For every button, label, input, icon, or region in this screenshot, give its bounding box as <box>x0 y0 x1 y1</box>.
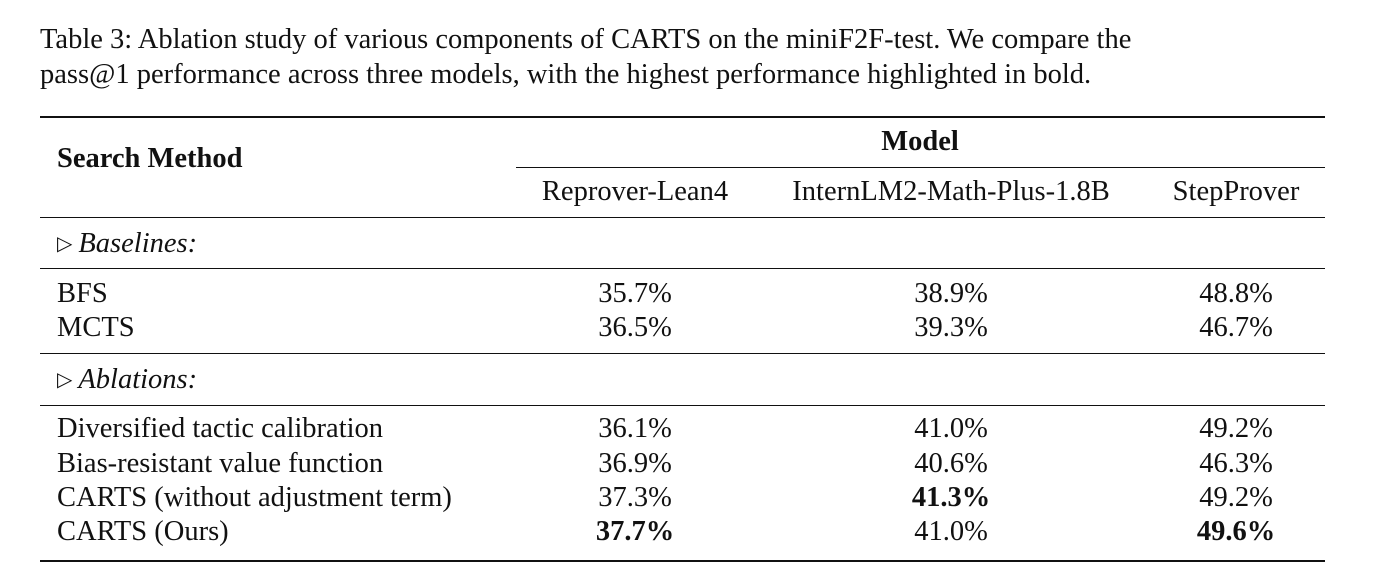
table-cell: 48.8% <box>1199 278 1273 309</box>
table-row-label: BFS <box>57 278 108 309</box>
table-cell: 37.3% <box>598 482 672 513</box>
table-cell: 41.0% <box>914 413 988 444</box>
table-cell-best: 49.6% <box>1196 516 1276 547</box>
bottom-rule <box>40 560 1325 562</box>
table-row-label: MCTS <box>57 312 135 343</box>
caption-line-1: Table 3: Ablation study of various compo… <box>40 24 1132 55</box>
table-cell-best: 41.3% <box>911 482 991 513</box>
section-label: Ablations: <box>78 364 198 395</box>
section-label: Baselines: <box>78 228 198 259</box>
section-title-ablations: ▷ Ablations: <box>57 362 197 397</box>
table-cell-best: 37.7% <box>595 516 675 547</box>
table-cell: 49.2% <box>1199 413 1273 444</box>
section-title-baselines: ▷ Baselines: <box>57 226 197 261</box>
table-cell: 46.3% <box>1199 448 1273 479</box>
table-cell: 40.6% <box>914 448 988 479</box>
triangle-marker-icon: ▷ <box>57 231 73 255</box>
table-row-label: CARTS (without adjustment term) <box>57 482 452 513</box>
caption-line-2: pass@1 performance across three models, … <box>40 59 1092 90</box>
table-cell: 41.0% <box>914 516 988 547</box>
header-rule <box>40 217 1325 218</box>
table-cell: 36.5% <box>598 312 672 343</box>
model-group-rule <box>516 167 1325 168</box>
row-header-search-method: Search Method <box>57 143 243 174</box>
column-header-stepprover: StepProver <box>1172 176 1300 207</box>
top-rule <box>40 116 1325 118</box>
table-cell: 39.3% <box>914 312 988 343</box>
table-caption: Table 3: Ablation study of various compo… <box>40 22 1330 92</box>
table-row-label: Diversified tactic calibration <box>57 413 384 444</box>
table-row-label: Bias-resistant value function <box>57 448 384 479</box>
ablations-rule <box>40 405 1325 406</box>
table-cell: 46.7% <box>1199 312 1273 343</box>
group-header-model: Model <box>881 126 959 157</box>
baselines-end-rule <box>40 353 1325 354</box>
table-cell: 36.9% <box>598 448 672 479</box>
table-cell: 35.7% <box>598 278 672 309</box>
table-cell: 49.2% <box>1199 482 1273 513</box>
table-cell: 38.9% <box>914 278 988 309</box>
column-header-reprover: Reprover-Lean4 <box>541 176 729 207</box>
table-row-label: CARTS (Ours) <box>57 516 229 547</box>
column-header-internlm2: InternLM2-Math-Plus-1.8B <box>792 176 1110 207</box>
baselines-rule <box>40 268 1325 269</box>
triangle-marker-icon: ▷ <box>57 367 73 391</box>
table-cell: 36.1% <box>598 413 672 444</box>
